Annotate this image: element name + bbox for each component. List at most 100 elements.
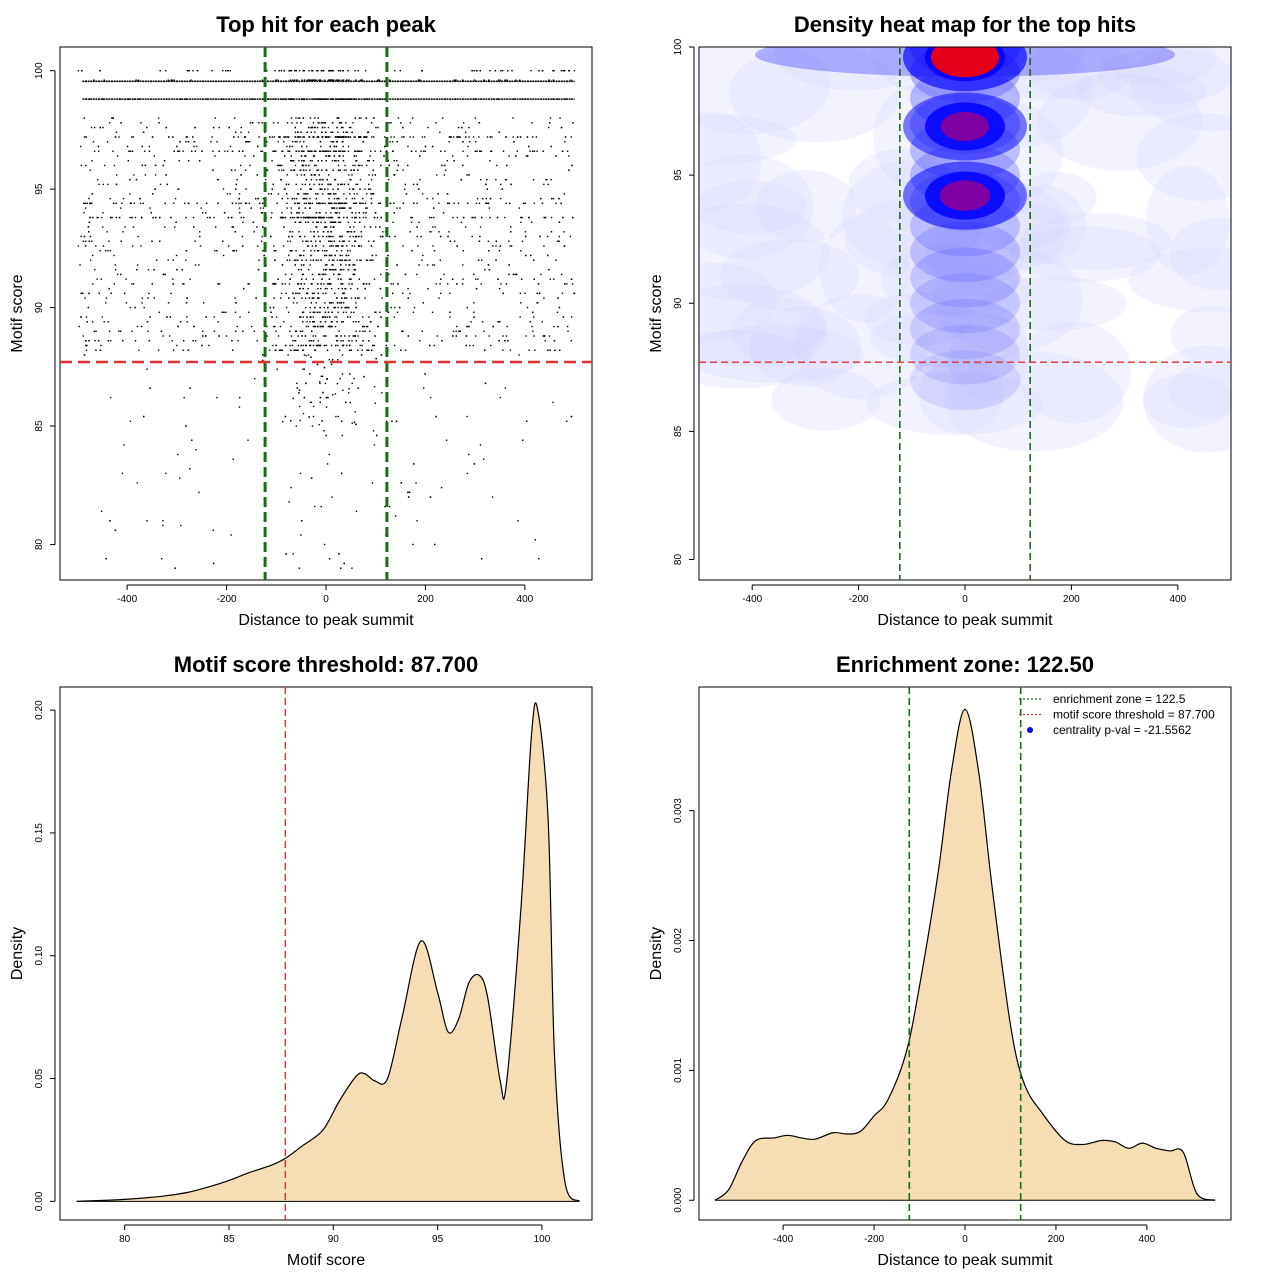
scatter-point [310, 79, 312, 81]
scatter-point [355, 155, 358, 157]
scatter-point [119, 330, 122, 332]
scatter-point [374, 150, 376, 152]
scatter-point [100, 344, 102, 347]
scatter-point [361, 316, 364, 318]
scatter-point [411, 117, 414, 119]
scatter-point [275, 250, 277, 252]
scatter-point [262, 197, 265, 200]
scatter-point [349, 178, 352, 181]
scatter-point [372, 430, 375, 432]
scatter-point [473, 69, 475, 72]
scatter-point [319, 216, 321, 219]
scatter-point [84, 297, 86, 299]
scatter-point [328, 174, 330, 176]
scatter-point [334, 136, 337, 138]
scatter-point [100, 278, 102, 280]
scatter-point [536, 292, 539, 295]
scatter-point [165, 174, 167, 176]
scatter-point [504, 216, 506, 219]
scatter-point [328, 358, 331, 361]
scatter-point [298, 405, 301, 408]
scatter-point [369, 259, 371, 261]
scatter-point [536, 150, 538, 152]
scatter-point [452, 335, 454, 337]
scatter-point [375, 126, 377, 129]
x-tick-label: -400 [742, 594, 762, 605]
scatter-point [170, 79, 172, 81]
scatter-point [365, 136, 367, 138]
scatter-point [258, 202, 261, 205]
scatter-point [329, 79, 331, 81]
scatter-point [407, 491, 409, 494]
density-haze [1143, 345, 1231, 453]
scatter-point [532, 316, 535, 318]
scatter-point [353, 377, 355, 380]
scatter-point [205, 212, 207, 214]
scatter-point [305, 145, 308, 148]
scatter-point [109, 216, 112, 219]
scatter-point [333, 268, 335, 271]
scatter-point [343, 202, 345, 205]
scatter-point [418, 221, 420, 223]
scatter-point [549, 278, 551, 280]
scatter-point [309, 316, 311, 318]
scatter-point [386, 150, 388, 152]
scatter-point [214, 250, 216, 252]
scatter-point [304, 335, 307, 337]
scatter-point [408, 491, 411, 494]
scatter-point [366, 193, 368, 195]
scatter-point [128, 150, 130, 152]
x-axis-label: Distance to peak summit [877, 612, 1053, 629]
scatter-point [435, 415, 437, 418]
scatter-point [379, 226, 381, 228]
scatter-point [331, 160, 334, 162]
scatter-point [331, 141, 334, 143]
scatter-point [248, 141, 251, 143]
scatter-point [295, 197, 298, 200]
scatter-point [568, 155, 570, 157]
scatter-point [475, 202, 478, 205]
scatter-point [559, 349, 561, 351]
scatter-point [321, 250, 324, 252]
scatter-point [448, 141, 450, 143]
scatter-point [329, 136, 331, 138]
scatter-point [310, 356, 312, 358]
scatter-point [506, 79, 508, 81]
scatter-point [275, 330, 277, 332]
scatter-point [447, 202, 449, 205]
x-tick-label: 400 [1139, 1234, 1156, 1245]
scatter-point [303, 202, 306, 205]
scatter-point [162, 164, 165, 167]
scatter-point [274, 283, 276, 285]
scatter-point [355, 330, 357, 332]
scatter-point [120, 122, 122, 124]
y-axis-label: Motif score [9, 274, 26, 352]
scatter-point [332, 245, 334, 247]
scatter-point [101, 316, 104, 318]
scatter-point [459, 136, 461, 138]
x-tick-label: 400 [517, 594, 534, 605]
scatter-point [317, 344, 319, 347]
scatter-point [483, 79, 485, 81]
scatter-point [548, 268, 550, 271]
scatter-point [321, 188, 323, 190]
scatter-point [253, 231, 255, 233]
scatter-point [369, 155, 371, 157]
scatter-point [362, 340, 364, 342]
density-haze [699, 330, 814, 389]
scatter-point [327, 193, 330, 195]
scatter-point [326, 287, 328, 290]
scatter-point [262, 207, 265, 209]
scatter-point [340, 278, 342, 280]
x-tick-label: -200 [864, 1234, 884, 1245]
scatter-point [133, 202, 136, 205]
scatter-point [102, 98, 104, 100]
scatter-point [136, 268, 138, 271]
scatter-point [457, 202, 460, 205]
scatter-point [93, 79, 95, 81]
scatter-point [531, 122, 533, 124]
scatter-point [522, 439, 524, 441]
scatter-point [291, 231, 294, 233]
scatter-point [308, 216, 310, 219]
scatter-point [239, 396, 241, 399]
